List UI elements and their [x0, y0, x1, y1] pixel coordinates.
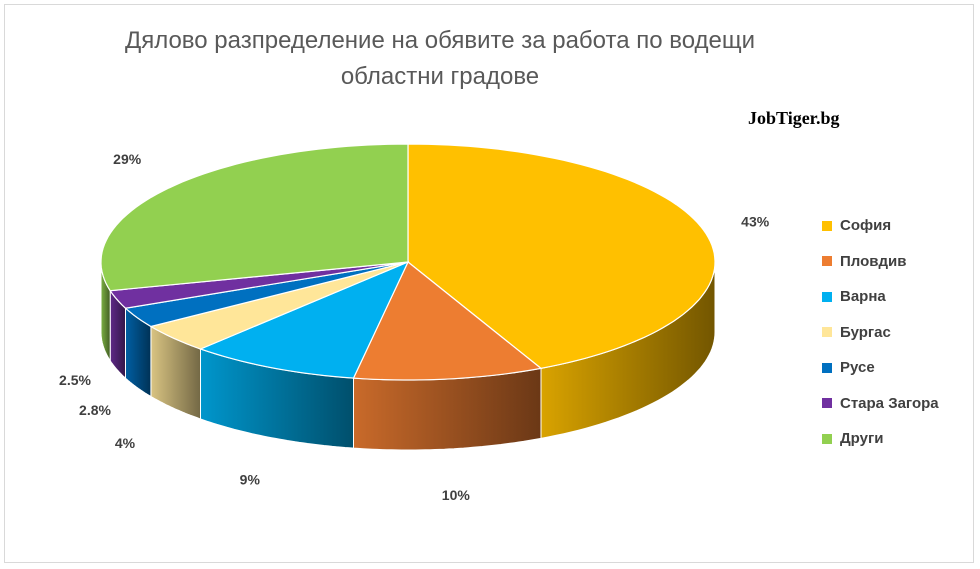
data-label-3: 4% — [115, 435, 136, 451]
pie-top — [100, 143, 716, 381]
legend-swatch — [822, 362, 832, 373]
legend-item: Други — [822, 421, 939, 457]
legend-item: Русе — [822, 350, 939, 386]
data-label-0: 43% — [741, 214, 770, 230]
legend-label: Бургас — [840, 323, 891, 341]
data-label-2: 9% — [240, 472, 261, 488]
legend-swatch — [822, 256, 832, 267]
slice-1-side — [353, 367, 542, 451]
legend-swatch — [822, 291, 832, 302]
slice-0[interactable] — [407, 143, 716, 370]
legend-swatch — [822, 398, 832, 409]
legend-label: Стара Загора — [840, 394, 939, 412]
chart-title-line-2: областни градове — [340, 63, 540, 90]
legend-item: София — [822, 208, 939, 244]
chart-legend: София Пловдив Варна Бургас Русе Стара Загора Д… — [822, 208, 939, 457]
slice-1[interactable] — [352, 261, 543, 381]
data-labels: 43% 10% 9% 4% 2.8% 2.5% 29% — [59, 151, 770, 503]
data-label-1: 10% — [442, 487, 471, 503]
slice-4[interactable] — [124, 261, 409, 328]
legend-label: Варна — [840, 288, 886, 306]
legend-item: Стара Загора — [822, 386, 939, 422]
legend-label: Пловдив — [840, 252, 907, 270]
legend-item: Пловдив — [822, 244, 939, 280]
slice-6[interactable] — [100, 143, 409, 292]
chart-title-line-1: Дялово разпределение на обявите за работ… — [124, 27, 756, 54]
legend-swatch — [822, 220, 832, 231]
legend-label: Русе — [840, 359, 875, 377]
data-label-6: 29% — [113, 151, 142, 167]
legend-label: София — [840, 217, 892, 235]
legend-swatch — [822, 433, 832, 444]
legend-swatch — [822, 327, 832, 338]
legend-label: Други — [840, 430, 884, 448]
watermark-text: JobTiger.bg — [748, 108, 840, 128]
slice-5[interactable] — [109, 261, 409, 309]
data-label-5: 2.5% — [59, 372, 91, 388]
pie-sides — [100, 261, 716, 451]
slice-2[interactable] — [198, 260, 410, 379]
legend-item: Бургас — [822, 315, 939, 351]
slice-3[interactable] — [149, 261, 409, 350]
legend-item: Варна — [822, 279, 939, 315]
data-label-4: 2.8% — [79, 402, 111, 418]
